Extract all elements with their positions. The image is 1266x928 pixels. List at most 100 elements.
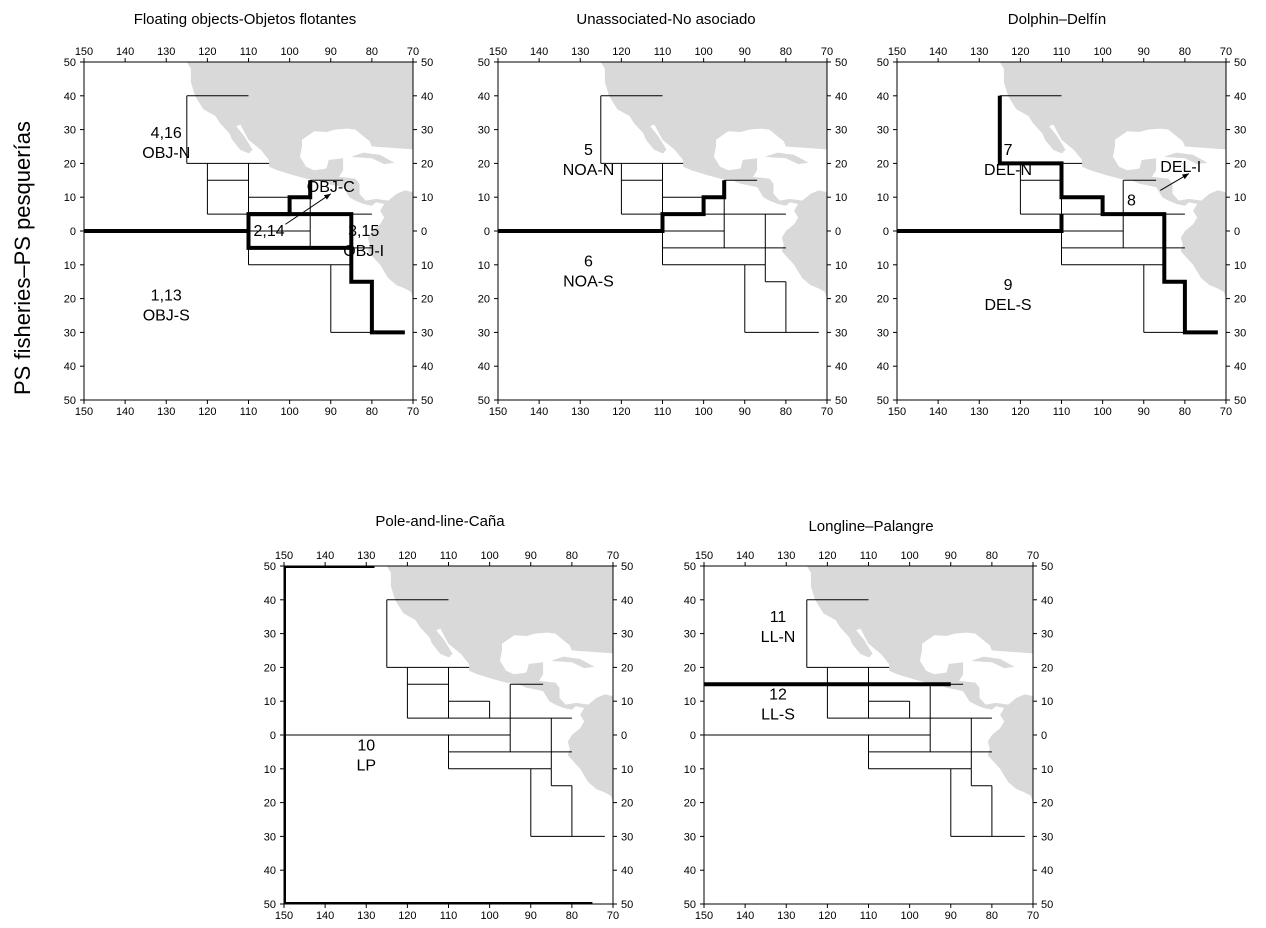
lon-tick-label-bottom: 70: [407, 406, 419, 418]
lat-tick-label-left: 0: [883, 226, 889, 238]
land-mass: [386, 566, 613, 837]
lon-tick-label-bottom: 90: [525, 910, 537, 922]
lat-tick-label-left: 50: [684, 899, 696, 911]
lat-tick-label-left: 0: [70, 226, 76, 238]
lat-tick-label-left: 30: [264, 629, 276, 641]
lat-tick-label-left: 30: [478, 327, 490, 339]
lat-tick-label-left: 10: [264, 764, 276, 776]
lon-tick-label-bottom: 130: [157, 406, 175, 418]
lat-tick-label-right: 20: [1234, 294, 1246, 306]
area-label: 12: [769, 687, 787, 704]
lon-tick-label-bottom: 150: [489, 406, 507, 418]
lat-tick-label-left: 10: [877, 260, 889, 272]
area-label: DEL-N: [984, 162, 1032, 179]
lon-tick-label-bottom: 80: [566, 910, 578, 922]
lat-tick-label-right: 50: [1234, 395, 1246, 407]
lat-tick-label-left: 40: [64, 361, 76, 373]
lat-tick-label-left: 40: [264, 865, 276, 877]
lon-tick-label-top: 100: [900, 550, 918, 562]
lat-tick-label-left: 20: [478, 158, 490, 170]
lon-tick-label-top: 120: [612, 46, 630, 58]
land-mass: [806, 566, 1033, 837]
lon-tick-label-bottom: 140: [316, 910, 334, 922]
lon-tick-label-top: 150: [275, 550, 293, 562]
lon-tick-label-top: 70: [607, 550, 619, 562]
lon-tick-label-bottom: 80: [986, 910, 998, 922]
lon-tick-label-bottom: 110: [240, 406, 258, 418]
lon-tick-label-top: 90: [525, 550, 537, 562]
lon-tick-label-bottom: 90: [739, 406, 751, 418]
lon-tick-label-bottom: 100: [480, 910, 498, 922]
lat-tick-label-left: 10: [264, 696, 276, 708]
lat-tick-label-right: 40: [1041, 865, 1053, 877]
area-label: 2,14: [253, 223, 284, 240]
callout-arrow: [285, 193, 332, 225]
lat-tick-label-left: 30: [64, 327, 76, 339]
lat-tick-label-right: 20: [421, 294, 433, 306]
lat-tick-label-left: 10: [684, 696, 696, 708]
lat-tick-label-left: 50: [877, 395, 889, 407]
lat-tick-label-right: 10: [1234, 192, 1246, 204]
area-label: OBJ-N: [142, 145, 190, 162]
area-label: NOA-N: [563, 162, 615, 179]
lon-tick-label-bottom: 80: [1179, 406, 1191, 418]
lat-tick-label-right: 20: [621, 798, 633, 810]
lon-tick-label-bottom: 110: [440, 910, 458, 922]
area-label: 9: [1004, 277, 1013, 294]
lat-tick-label-right: 40: [621, 865, 633, 877]
arrow-head: [323, 193, 331, 200]
land-mass: [186, 62, 413, 333]
lat-tick-label-left: 30: [877, 327, 889, 339]
lat-tick-label-left: 0: [484, 226, 490, 238]
area-label: OBJ-I: [343, 243, 384, 260]
lat-tick-label-right: 20: [1234, 158, 1246, 170]
lat-tick-label-left: 40: [478, 91, 490, 103]
lon-tick-label-bottom: 140: [116, 406, 134, 418]
lat-tick-label-left: 30: [684, 831, 696, 843]
lon-tick-label-top: 100: [1093, 46, 1111, 58]
map-dolphin: 1501501401401301301201201101101001009090…: [877, 11, 1247, 418]
lon-tick-label-bottom: 150: [695, 910, 713, 922]
area-label: 5: [584, 142, 593, 159]
zone-grid: [84, 95, 405, 335]
lon-tick-label-top: 70: [1220, 46, 1232, 58]
lon-tick-label-top: 70: [821, 46, 833, 58]
lat-tick-label-right: 30: [1041, 629, 1053, 641]
lon-tick-label-top: 70: [1027, 550, 1039, 562]
lat-tick-label-right: 50: [1041, 899, 1053, 911]
lat-tick-label-left: 20: [64, 158, 76, 170]
map-floating: 1501501401401301301201201101101001009090…: [64, 11, 434, 418]
lon-tick-label-top: 130: [970, 46, 988, 58]
area-label: LL-N: [761, 629, 796, 646]
lon-tick-label-top: 110: [1053, 46, 1071, 58]
area-label: 8: [1127, 193, 1136, 210]
area-label: 1,13: [151, 287, 182, 304]
zone-grid: [897, 95, 1218, 335]
lat-tick-label-left: 50: [64, 395, 76, 407]
lon-tick-label-top: 120: [818, 550, 836, 562]
lat-tick-label-left: 50: [478, 57, 490, 69]
lon-tick-label-bottom: 150: [888, 406, 906, 418]
lon-tick-label-top: 120: [198, 46, 216, 58]
lat-tick-label-right: 20: [1041, 662, 1053, 674]
lon-tick-label-bottom: 110: [1053, 406, 1071, 418]
lon-tick-label-top: 140: [530, 46, 548, 58]
area-label: OBJ-S: [143, 307, 190, 324]
lat-tick-label-right: 10: [421, 192, 433, 204]
lon-tick-label-bottom: 80: [366, 406, 378, 418]
lat-tick-label-right: 30: [621, 629, 633, 641]
lat-tick-label-right: 40: [835, 361, 847, 373]
lon-tick-label-top: 100: [694, 46, 712, 58]
lat-tick-label-left: 40: [264, 595, 276, 607]
lat-tick-label-left: 20: [64, 294, 76, 306]
lon-tick-label-bottom: 70: [821, 406, 833, 418]
lat-tick-label-right: 10: [835, 192, 847, 204]
lat-tick-label-left: 20: [877, 294, 889, 306]
lat-tick-label-left: 10: [877, 192, 889, 204]
lon-tick-label-top: 110: [240, 46, 258, 58]
lat-tick-label-right: 0: [835, 226, 841, 238]
lat-tick-label-left: 10: [684, 764, 696, 776]
lat-tick-label-left: 0: [690, 730, 696, 742]
area-label: LP: [356, 757, 376, 774]
